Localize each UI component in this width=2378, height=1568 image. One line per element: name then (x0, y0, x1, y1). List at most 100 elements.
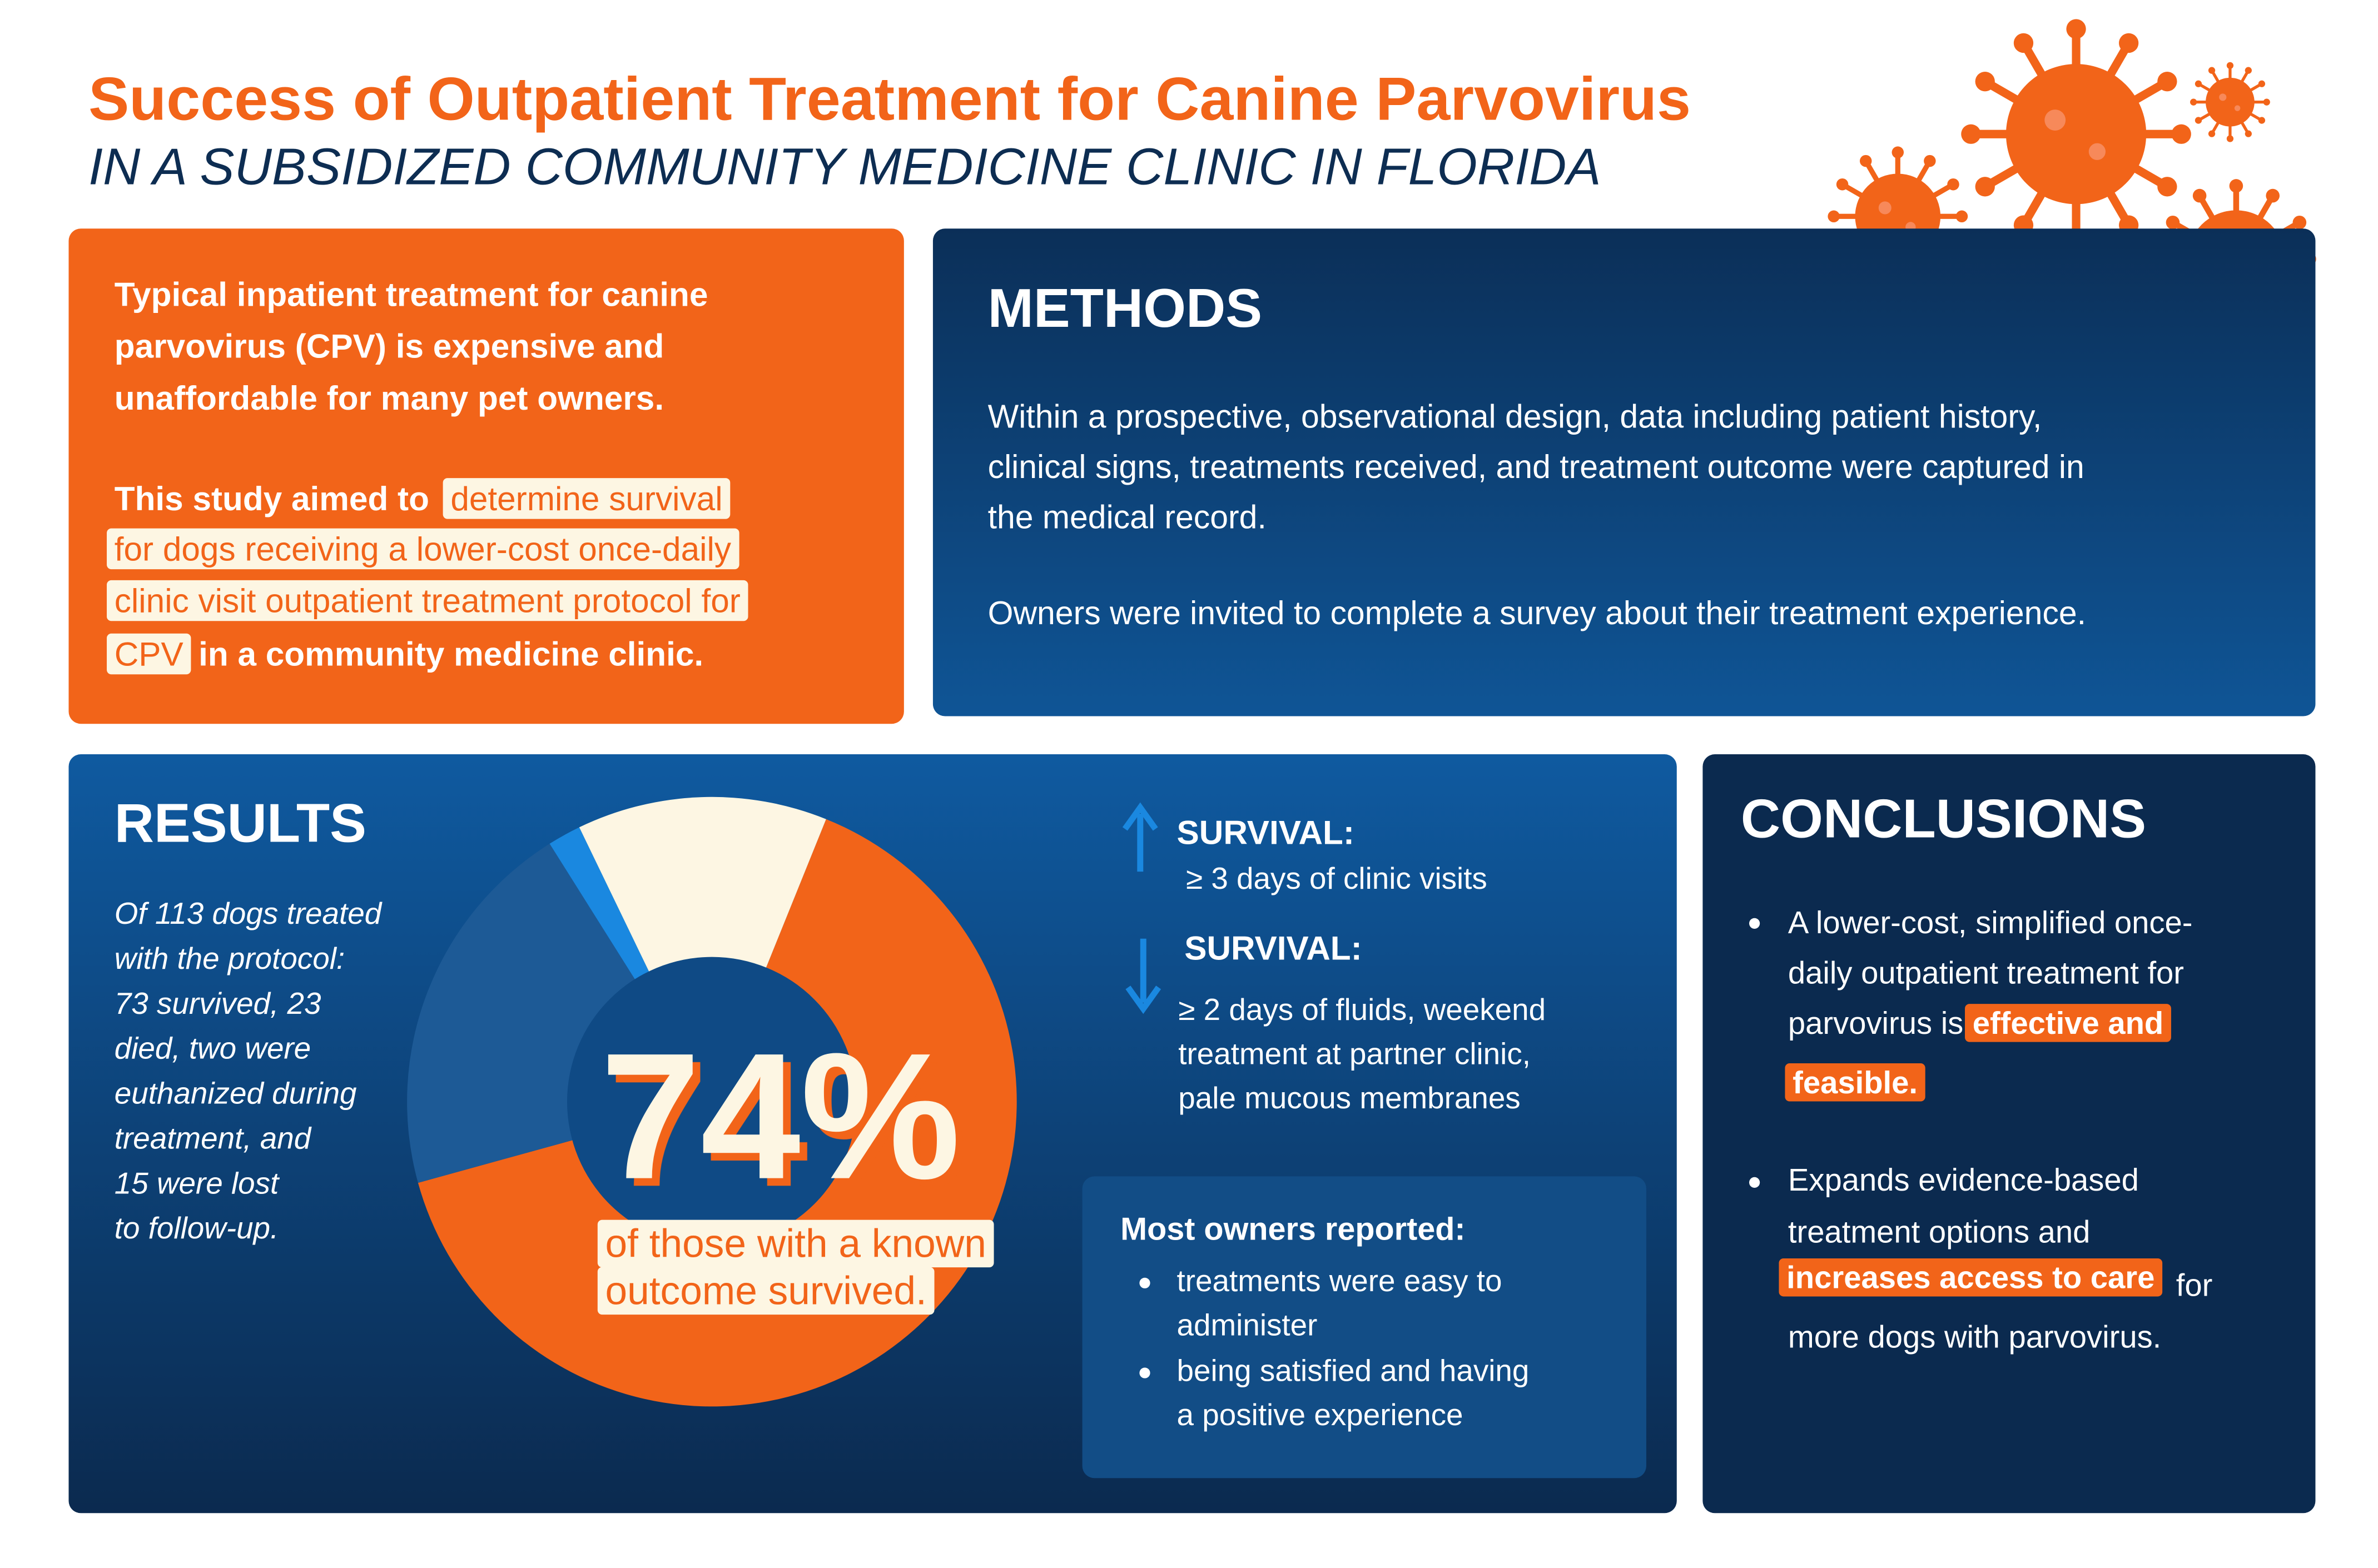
virus-tip (1955, 210, 1968, 223)
owners-item: administer (1177, 1307, 1318, 1342)
virus-tip (1892, 146, 1904, 158)
virus-tip (2066, 19, 2086, 39)
highlight-box (107, 633, 191, 675)
highlight-box (1785, 1063, 1925, 1102)
aim-highlight: determine survival (450, 480, 722, 517)
conclusion-text: more dogs with parvovirus. (1788, 1320, 2161, 1355)
virus-tip (2195, 80, 2202, 87)
virus-tip (1859, 155, 1872, 167)
factor-label: SURVIVAL: (1184, 929, 1362, 967)
results-summary: 73 survived, 23 (115, 986, 321, 1021)
factor-text: ≥ 3 days of clinic visits (1186, 861, 1487, 895)
conclusions-panel (1702, 754, 2316, 1514)
owners-item: treatments were easy to (1177, 1263, 1502, 1298)
virus-tip (2292, 215, 2307, 230)
virus-tip (1961, 124, 1981, 144)
highlight-box (107, 580, 748, 621)
virus-tip (2245, 67, 2252, 74)
factor-text: pale mucous membranes (1178, 1081, 1520, 1115)
virus-tip (2190, 98, 2197, 106)
highlight-box (1965, 1004, 2171, 1042)
conclusions-heading: CONCLUSIONS (1741, 788, 2146, 849)
big-stat: 74% (600, 1016, 960, 1217)
stat-caption: outcome survived. (605, 1268, 927, 1313)
highlight-box (1779, 1258, 2163, 1297)
conclusion-highlight: feasible. (1793, 1065, 1918, 1100)
bullet (1749, 1177, 1760, 1188)
conclusion-text: for (2176, 1267, 2213, 1302)
virus-tip (1975, 72, 1995, 92)
virus-tip (2192, 188, 2207, 203)
owners-item: being satisfied and having (1177, 1353, 1530, 1388)
owners-heading: Most owners reported: (1120, 1211, 1465, 1247)
virus-tip (2118, 33, 2139, 53)
methods-text: Within a prospective, observational desi… (988, 399, 2042, 435)
highlight-box (107, 528, 739, 570)
virus-spot (2234, 105, 2241, 111)
virus-tip (2157, 177, 2177, 197)
intro-line: unaffordable for many pet owners. (115, 379, 664, 417)
bullet (1139, 1367, 1150, 1378)
virus-tip (2226, 62, 2234, 69)
results-summary: 15 were lost (115, 1166, 280, 1200)
highlight-box (443, 478, 731, 519)
results-heading: RESULTS (115, 793, 366, 854)
owners-panel (1082, 1176, 1646, 1479)
virus-tip (2157, 72, 2177, 92)
results-summary: with the protocol: (115, 941, 345, 975)
factor-label: SURVIVAL: (1177, 813, 1354, 851)
virus-tip (1828, 210, 1840, 223)
virus-tip (1836, 178, 1849, 191)
virus-body (2005, 64, 2147, 205)
conclusion-text: A lower-cost, simplified once- (1788, 905, 2193, 940)
virus-tip (2258, 117, 2266, 124)
virus-tip (2263, 98, 2270, 106)
title: Success of Outpatient Treatment for Cani… (88, 65, 1691, 133)
conclusion-text: treatment options and (1788, 1214, 2091, 1249)
conclusion-highlight: increases access to care (1786, 1260, 2154, 1295)
owners-item: a positive experience (1177, 1397, 1463, 1432)
virus-tip (2013, 33, 2034, 53)
virus-tip (2195, 117, 2202, 124)
highlight-box (597, 1267, 935, 1315)
virus-spot (2044, 109, 2066, 131)
aim-tail: in a community medicine clinic. (198, 635, 703, 673)
highlight-box (597, 1219, 994, 1268)
intro-line: Typical inpatient treatment for canine (115, 276, 708, 313)
subtitle: IN A SUBSIDIZED COMMUNITY MEDICINE CLINI… (88, 138, 1601, 196)
conclusion-highlight: effective and (1973, 1005, 2164, 1041)
virus-body (2206, 77, 2255, 127)
virus-tip (2266, 188, 2280, 203)
aim-highlight: for dogs receiving a lower-cost once-dai… (115, 530, 732, 568)
conclusion-text: daily outpatient treatment for (1788, 955, 2184, 990)
methods-text: the medical record. (988, 499, 1267, 535)
results-summary: treatment, and (115, 1121, 312, 1155)
stat-caption: of those with a known (605, 1221, 986, 1266)
virus-tip (2226, 135, 2234, 142)
methods-text: Owners were invited to complete a survey… (988, 595, 2086, 631)
donut-segment (579, 797, 826, 1102)
down-arrow (1125, 938, 1161, 1014)
donut-hole (567, 957, 857, 1247)
virus-tip (1975, 177, 1995, 197)
aim-highlight: clinic visit outpatient treatment protoc… (115, 582, 741, 620)
virus-tip (2208, 67, 2216, 74)
results-summary: to follow-up. (115, 1211, 279, 1245)
virus-spot (2088, 143, 2106, 160)
factor-text: ≥ 2 days of fluids, weekend (1178, 992, 1546, 1027)
virus-spot (2219, 93, 2227, 101)
aim-highlight: CPV (115, 635, 183, 673)
methods-panel (932, 228, 2316, 716)
virus-tip (2258, 80, 2266, 87)
bullet (1139, 1277, 1150, 1288)
virus-tip (1947, 178, 1959, 191)
conclusion-text: Expands evidence-based (1788, 1162, 2139, 1197)
virus-tip (2208, 130, 2216, 137)
results-summary: died, two were (115, 1031, 311, 1066)
virus-spot (1878, 201, 1892, 215)
conclusion-text: parvovirus is (1788, 1005, 1963, 1041)
virus-tip (2229, 179, 2243, 193)
factor-text: treatment at partner clinic, (1178, 1036, 1531, 1071)
methods-heading: METHODS (988, 277, 1262, 339)
